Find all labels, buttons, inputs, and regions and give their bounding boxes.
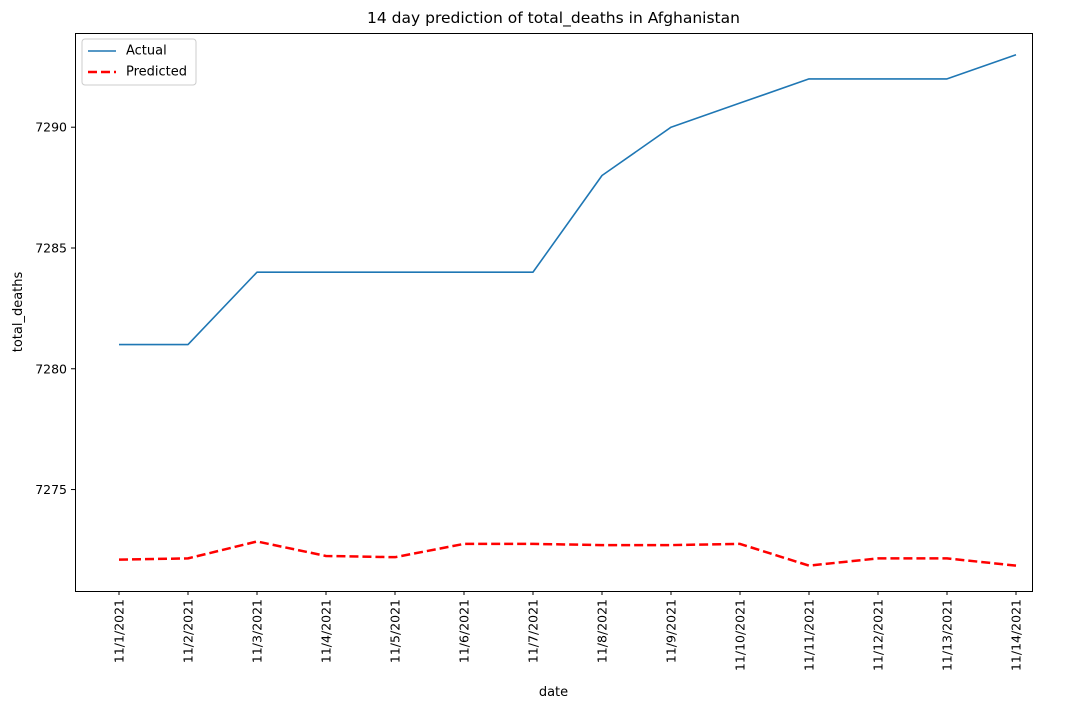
y-axis: 7275 7280 7285 7290 [35,120,75,497]
y-tick-label: 7275 [35,482,67,497]
series-line-actual [119,53,1017,346]
x-tick-label: 11/13/2021 [940,599,955,671]
chart-title: 14 day prediction of total_deaths in Afg… [367,9,740,28]
legend-label: Actual [126,44,167,59]
x-tick-label: 11/3/2021 [250,599,265,663]
x-axis: 11/1/2021 11/2/2021 11/3/2021 11/4/2021 11/5… [112,591,1024,671]
x-tick-label: 11/10/2021 [733,599,748,671]
x-tick-label: 11/14/2021 [1009,599,1024,671]
legend: Actual Predicted [81,38,197,86]
y-tick-label: 7290 [35,120,67,135]
x-tick-label: 11/11/2021 [802,599,817,671]
legend-label: Predicted [126,65,187,80]
y-tick-label: 7285 [35,240,67,255]
x-tick-label: 11/1/2021 [112,599,127,663]
x-tick-label: 11/5/2021 [388,599,403,663]
x-tick-label: 11/4/2021 [319,599,334,663]
series-line-predicted [118,540,1017,567]
series-group [118,53,1017,567]
y-tick-label: 7280 [35,361,67,376]
x-tick-label: 11/2/2021 [181,599,196,663]
x-axis-label: date [539,685,568,700]
x-tick-label: 11/6/2021 [457,599,472,663]
plot-frame [75,33,1033,592]
x-tick-label: 11/8/2021 [595,599,610,663]
x-tick-label: 11/12/2021 [871,599,886,671]
x-tick-label: 11/7/2021 [526,599,541,663]
y-axis-label: total_deaths [11,272,26,353]
x-tick-label: 11/9/2021 [664,599,679,663]
